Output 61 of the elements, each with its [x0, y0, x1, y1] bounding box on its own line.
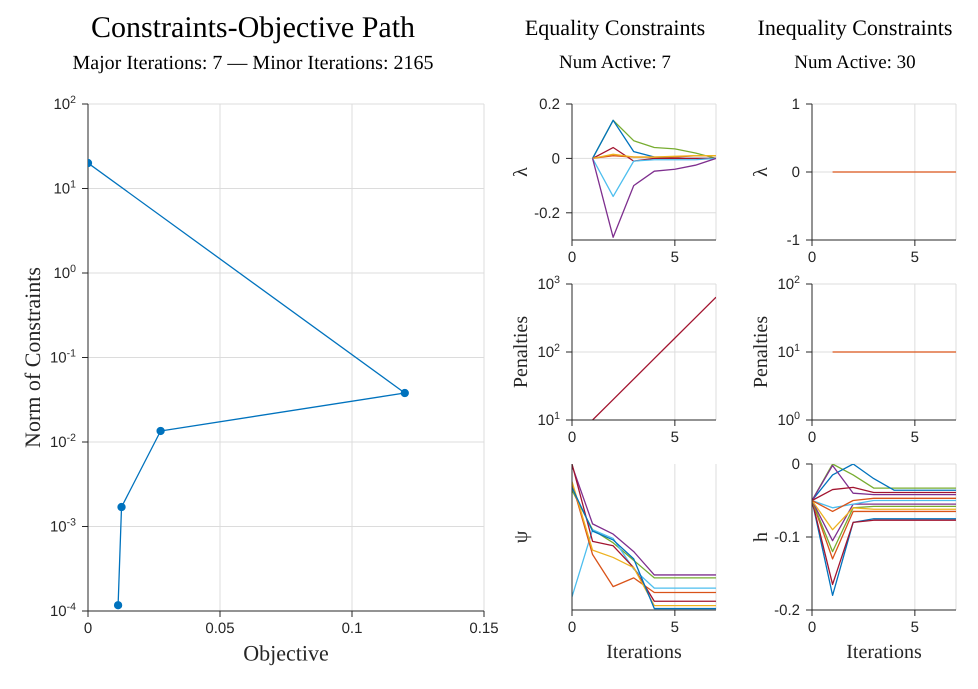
y-tick-label: 10$^{1}$ — [777, 342, 800, 361]
chart-subtitle: Num Active: 30 — [793, 51, 917, 75]
x-tick-label: 0 — [568, 429, 576, 446]
y-tick-label: 10$^{-1}$ — [50, 348, 76, 366]
y-tick-label: 10$^{3}$ — [537, 274, 560, 293]
y-tick-label: 10$^{-4}$ — [50, 601, 76, 620]
y-tick-label: 0.2 — [539, 96, 560, 113]
y-tick-label: 10$^{1}$ — [537, 410, 560, 429]
x-axis-title: Iterations — [846, 641, 922, 664]
x-tick-label: 0 — [808, 429, 816, 446]
y-tick-label: -0.2 — [534, 204, 560, 222]
line-series — [592, 296, 716, 420]
x-tick-label: 0 — [568, 619, 576, 636]
chart-title: Equality Constraints — [524, 14, 706, 42]
y-axis-title: Penalties — [750, 316, 772, 388]
x-tick-label: 5 — [910, 249, 920, 266]
x-tick-label: 0.1 — [342, 620, 362, 637]
y-axis-title: h — [750, 532, 772, 542]
y-axis-title: Norm of Constraints — [20, 267, 45, 448]
point — [400, 388, 409, 398]
y-tick-label: 10$^{1}$ — [53, 178, 76, 198]
chart-subtitle: Major Iterations: 7 — Minor Iterations: 2165 — [71, 51, 435, 76]
chart-title: Constraints-Objective Path — [90, 10, 416, 46]
y-tick-label: 10$^{0}$ — [777, 410, 800, 429]
y-tick-label: 0 — [552, 150, 560, 168]
line-series — [592, 158, 716, 238]
y-tick-label: 10$^{0}$ — [53, 263, 76, 282]
x-axis-title: Iterations — [606, 641, 682, 664]
x-tick-label: 5 — [670, 429, 680, 446]
point — [156, 426, 165, 436]
y-tick-label: 10$^{2}$ — [537, 342, 560, 361]
x-tick-label: 5 — [910, 619, 920, 636]
x-tick-label: 0 — [808, 249, 816, 266]
y-tick-label: -0.2 — [774, 602, 800, 619]
x-tick-label: 5 — [670, 249, 680, 266]
y-axis-title: λ — [510, 166, 532, 177]
x-tick-label: 0 — [568, 249, 576, 266]
line-series — [592, 158, 716, 198]
y-tick-label: -0.1 — [774, 529, 800, 546]
point — [114, 601, 122, 610]
x-tick-label: 0 — [84, 620, 92, 637]
y-tick-label: 0 — [792, 164, 800, 181]
y-tick-label: 0 — [792, 456, 800, 473]
x-tick-label: 0.05 — [205, 620, 235, 637]
y-tick-label: 10$^{2}$ — [777, 274, 800, 293]
y-axis-title: ψ — [510, 530, 532, 544]
point — [117, 502, 126, 512]
x-tick-label: 0.15 — [469, 620, 499, 637]
y-axis-title: λ — [750, 166, 772, 177]
y-axis-title: Penalties — [510, 316, 532, 388]
chart-title: Inequality Constraints — [756, 14, 954, 42]
chart-subtitle: Num Active: 7 — [558, 51, 672, 75]
x-tick-label: 0 — [808, 619, 816, 636]
x-axis-title: Objective — [243, 640, 329, 666]
y-tick-label: 10$^{2}$ — [53, 94, 76, 113]
x-tick-label: 5 — [670, 619, 680, 636]
y-tick-label: 1 — [792, 96, 800, 113]
x-tick-label: 5 — [910, 429, 920, 446]
y-tick-label: -1 — [786, 232, 800, 249]
y-tick-label: 10$^{-3}$ — [50, 516, 76, 536]
y-tick-label: 10$^{-2}$ — [50, 432, 76, 451]
